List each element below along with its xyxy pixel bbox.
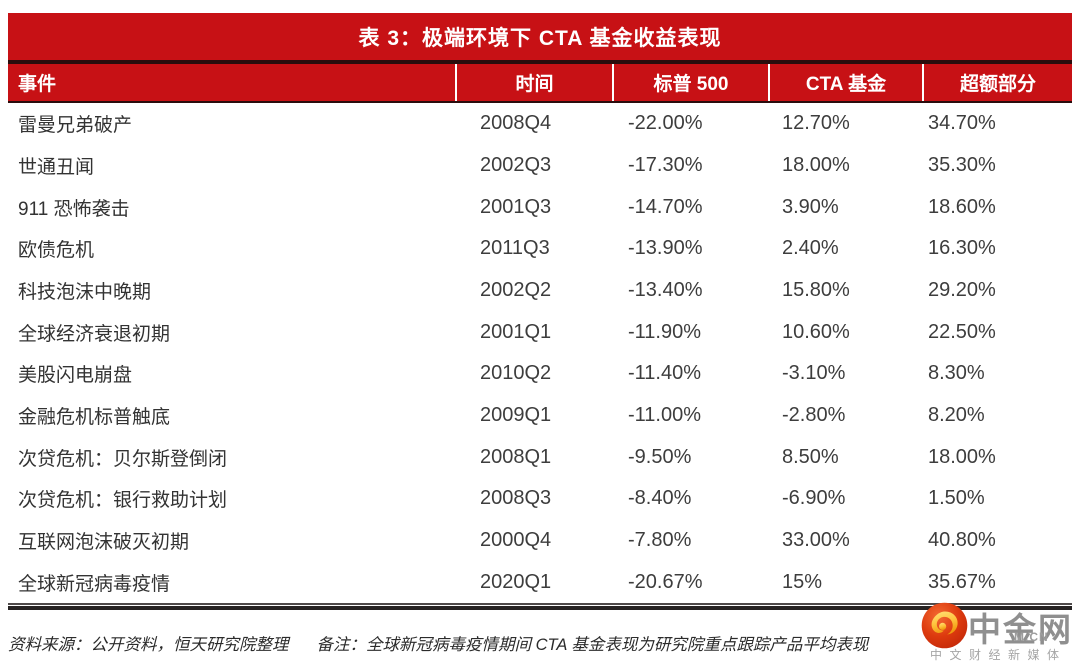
cell-sp500: -13.40% [628,278,703,301]
cell-cta-fund: 12.70% [782,112,850,135]
header-sp500: 标普 500 [612,64,768,101]
cell-event: 互联网泡沫破灭初期 [18,531,190,553]
table-row: 欧债危机 2011Q3 -13.90% 2.40% 16.30% [8,228,1072,270]
cell-cta-fund: 3.90% [782,195,839,218]
table-figure: 表 3：极端环境下 CTA 基金收益表现 事件 时间 标普 500 CTA 基金… [8,13,1072,610]
table-row: 次贷危机：贝尔斯登倒闭 2008Q1 -9.50% 8.50% 18.00% [8,436,1072,478]
table-row: 金融危机标普触底 2009Q1 -11.00% -2.80% 8.20% [8,395,1072,437]
header-cta-fund: CTA 基金 [768,64,922,101]
cell-sp500: -7.80% [628,528,692,551]
cell-sp500: -13.90% [628,237,703,260]
source-note: 资料来源：公开资料，恒天研究院整理 [8,636,289,654]
cell-cta-fund: 2.40% [782,237,839,260]
footnote: 资料来源：公开资料，恒天研究院整理 备注：全球新冠病毒疫情期间 CTA 基金表现为… [8,631,1072,655]
table-bottom-rule [8,602,1072,610]
cell-cta-fund: -3.10% [782,362,846,385]
table-body: 雷曼兄弟破产 2008Q4 -22.00% 12.70% 34.70% 世通丑闻… [8,103,1072,603]
cell-event: 911 恐怖袭击 [18,198,130,220]
cell-cta-fund: 10.60% [782,320,850,343]
cngold-flame-coin-icon [921,602,968,649]
cell-sp500: -11.00% [628,403,702,426]
header-excess: 超额部分 [922,64,1072,101]
cell-excess: 16.30% [928,237,996,260]
cell-time: 2010Q2 [480,362,552,385]
cell-event: 美股闪电崩盘 [18,365,133,387]
cell-cta-fund: 18.00% [782,153,850,176]
cell-sp500: -8.40% [628,487,692,510]
cell-event: 次贷危机：贝尔斯登倒闭 [18,448,228,470]
cell-event: 世通丑闻 [18,156,95,178]
table-title: 表 3：极端环境下 CTA 基金收益表现 [8,13,1072,64]
cell-time: 2001Q1 [480,320,552,343]
cell-time: 2008Q1 [480,445,552,468]
cell-cta-fund: 15.80% [782,278,850,301]
remark-note: 备注：全球新冠病毒疫情期间 CTA 基金表现为研究院重点跟踪产品平均表现 [316,636,869,654]
cell-sp500: -11.90% [628,320,702,343]
cell-time: 2000Q4 [480,528,552,551]
cell-event: 金融危机标普触底 [18,406,171,428]
cell-excess: 8.20% [928,403,985,426]
cell-sp500: -20.67% [628,570,703,593]
cell-excess: 34.70% [928,112,996,135]
cell-event: 科技泡沫中晚期 [18,281,152,303]
table-row: 全球经济衰退初期 2001Q1 -11.90% 10.60% 22.50% [8,311,1072,353]
cell-event: 雷曼兄弟破产 [18,115,133,137]
table-row: 911 恐怖袭击 2001Q3 -14.70% 3.90% 18.60% [8,186,1072,228]
cell-event: 欧债危机 [18,240,95,262]
cell-excess: 18.60% [928,195,996,218]
cell-sp500: -14.70% [628,195,703,218]
cell-excess: 40.80% [928,528,996,551]
cell-excess: 35.67% [928,570,996,593]
header-time: 时间 [455,64,612,101]
cell-time: 2009Q1 [480,403,552,426]
cell-excess: 22.50% [928,320,996,343]
cell-time: 2001Q3 [480,195,552,218]
watermark-brand-name: 中金网 [968,611,1073,648]
cell-time: 2002Q3 [480,153,552,176]
cell-time: 2008Q3 [480,487,552,510]
cell-cta-fund: -6.90% [782,487,846,510]
cell-time: 2011Q3 [480,237,550,260]
cell-excess: 35.30% [928,153,996,176]
cell-event: 全球新冠病毒疫情 [18,573,171,595]
cell-excess: 18.00% [928,445,996,468]
table-row: 全球新冠病毒疫情 2020Q1 -20.67% 15% 35.67% [8,561,1072,603]
table-row: 美股闪电崩盘 2010Q2 -11.40% -3.10% 8.30% [8,353,1072,395]
table-row: 世通丑闻 2002Q3 -17.30% 18.00% 35.30% [8,145,1072,187]
cell-cta-fund: 33.00% [782,528,850,551]
cell-excess: 29.20% [928,278,996,301]
cell-sp500: -9.50% [628,445,692,468]
table-row: 次贷危机：银行救助计划 2008Q3 -8.40% -6.90% 1.50% [8,478,1072,520]
table-row: 互联网泡沫破灭初期 2000Q4 -7.80% 33.00% 40.80% [8,520,1072,562]
cell-sp500: -11.40% [628,362,702,385]
cell-sp500: -22.00% [628,112,703,135]
cell-cta-fund: -2.80% [782,403,846,426]
cell-sp500: -17.30% [628,153,703,176]
cell-event: 次贷危机：银行救助计划 [18,490,228,512]
table-row: 雷曼兄弟破产 2008Q4 -22.00% 12.70% 34.70% [8,103,1072,145]
cell-time: 2008Q4 [480,112,552,135]
cell-excess: 8.30% [928,362,985,385]
table-header-row: 事件 时间 标普 500 CTA 基金 超额部分 [8,64,1072,103]
cell-time: 2002Q2 [480,278,552,301]
watermark-tagline: 中文财经新媒体 [930,648,1067,662]
cell-cta-fund: 15% [782,570,823,593]
table-row: 科技泡沫中晚期 2002Q2 -13.40% 15.80% 29.20% [8,270,1072,312]
cell-event: 全球经济衰退初期 [18,323,171,345]
cell-time: 2020Q1 [480,570,552,593]
header-event: 事件 [18,74,57,95]
watermark-domain-text: M.CN [1014,630,1049,644]
cell-cta-fund: 8.50% [782,445,839,468]
cell-excess: 1.50% [928,487,985,510]
